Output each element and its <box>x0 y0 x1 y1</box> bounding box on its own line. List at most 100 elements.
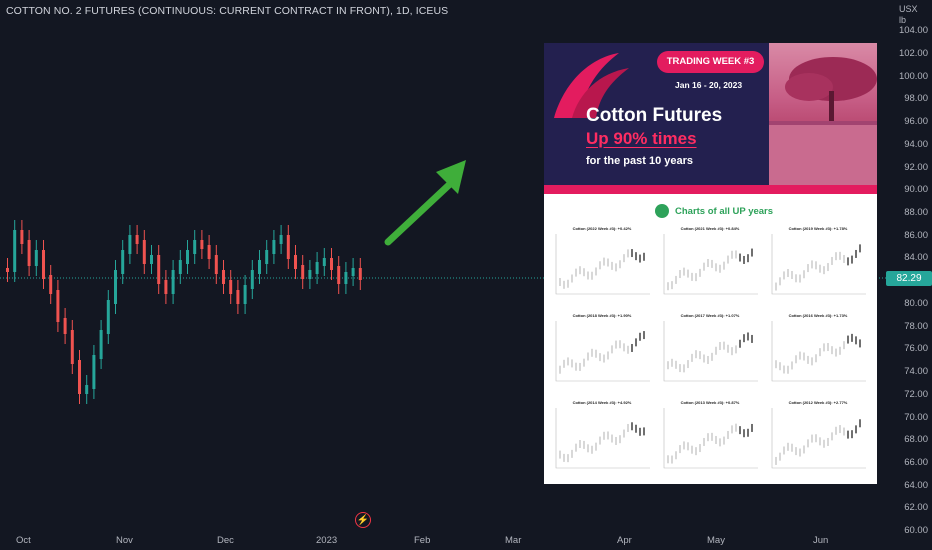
candle-body <box>272 240 276 254</box>
mini-chart-plot <box>771 234 866 295</box>
mini-chart-title: Cotton (2013 Week #3): +0.87% <box>680 400 740 405</box>
candle-body <box>207 245 211 259</box>
mini-chart: Cotton (2019 Week #3): +1.78% <box>766 226 870 306</box>
price-tick: 104.00 <box>898 25 928 37</box>
candle-body <box>337 266 341 284</box>
price-tick: 80.00 <box>904 297 928 309</box>
price-tick: 76.00 <box>904 343 928 355</box>
candle-body <box>142 240 146 264</box>
price-tick: 70.00 <box>904 411 928 423</box>
candle-body <box>358 268 362 280</box>
mini-chart-plot <box>555 234 650 295</box>
candle-body <box>164 280 168 294</box>
mini-chart-title: Cotton (2016 Week #3): +1.73% <box>788 313 848 318</box>
mini-chart-plot <box>771 408 866 469</box>
mini-chart-title: Cotton (2014 Week #3): +4.92% <box>572 400 632 405</box>
mini-chart-plot <box>663 408 758 469</box>
price-tick: 84.00 <box>904 252 928 264</box>
candle-body <box>351 268 355 276</box>
candle-body <box>308 270 312 279</box>
candle-body <box>330 258 333 270</box>
price-tick: 66.00 <box>904 456 928 468</box>
price-tick: 96.00 <box>904 116 928 128</box>
candle-body <box>27 240 31 266</box>
lightning-event-icon[interactable]: ⚡ <box>355 512 371 528</box>
candle-body <box>150 255 153 264</box>
mini-chart-plot <box>663 321 758 382</box>
mini-chart: Cotton (2021 Week #3): +0.84% <box>658 226 762 306</box>
candle-body <box>236 290 240 304</box>
time-tick: 2023 <box>316 535 338 546</box>
price-tick: 68.00 <box>904 434 928 446</box>
price-tick: 90.00 <box>904 184 928 196</box>
promo-header: TRADING WEEK #3 Jan 16 - 20, 2023 Cotton… <box>544 43 877 185</box>
candle-body <box>78 360 81 394</box>
candle-body <box>6 268 9 272</box>
week-dates: Jan 16 - 20, 2023 <box>675 80 743 90</box>
price-tick: 100.00 <box>898 70 928 82</box>
mini-chart: Cotton (2022 Week #3): +0.42% <box>550 226 654 306</box>
candle-body <box>322 258 326 266</box>
candle-body <box>315 262 319 274</box>
unit-measure: lb <box>899 15 907 25</box>
candle-body <box>128 235 132 254</box>
candle-body <box>20 230 24 244</box>
mini-chart-title: Cotton (2012 Week #3): +2.77% <box>788 400 848 405</box>
candle-body <box>99 330 103 359</box>
candle-body <box>344 272 348 284</box>
candle-body <box>56 290 60 322</box>
candle-body <box>193 240 197 254</box>
mini-chart: Cotton (2012 Week #3): +2.77% <box>766 400 870 480</box>
mini-chart-title: Cotton (2019 Week #3): +1.78% <box>788 226 848 231</box>
time-tick: May <box>707 535 725 546</box>
time-tick: Feb <box>414 535 431 546</box>
mini-chart: Cotton (2014 Week #3): +4.92% <box>550 400 654 480</box>
candle-body <box>222 270 225 284</box>
candle-body <box>301 265 305 279</box>
mini-chart: Cotton (2018 Week #3): +1.90% <box>550 313 654 393</box>
mini-chart: Cotton (2013 Week #3): +0.87% <box>658 400 762 480</box>
mini-chart-title: Cotton (2022 Week #3): +0.42% <box>572 226 632 231</box>
candle-body <box>250 270 254 289</box>
unit-currency: USX <box>899 4 918 14</box>
candle-body <box>121 250 125 274</box>
price-tick: 94.00 <box>904 138 928 150</box>
candle-body <box>279 235 283 244</box>
time-tick: Oct <box>16 535 31 546</box>
promo-highlight: Up 90% times <box>586 129 697 148</box>
unit-label: USX lb <box>899 4 918 26</box>
price-tick: 102.00 <box>898 48 928 59</box>
candle-body <box>171 270 175 294</box>
candle-body <box>135 235 139 244</box>
mini-chart: Cotton (2016 Week #3): +1.73% <box>766 313 870 393</box>
candle-body <box>49 275 53 294</box>
promo-panel: TRADING WEEK #3 Jan 16 - 20, 2023 Cotton… <box>544 43 877 484</box>
time-tick: Nov <box>116 535 133 546</box>
price-tick: 88.00 <box>904 207 928 219</box>
candle-body <box>42 250 45 279</box>
price-tick: 74.00 <box>904 366 928 378</box>
mini-chart-plot <box>555 408 650 469</box>
candle-body <box>63 318 67 334</box>
candle-body <box>157 255 161 284</box>
candle-body <box>258 260 261 274</box>
chart-title: COTTON NO. 2 FUTURES (CONTINUOUS: CURREN… <box>6 5 449 17</box>
brand-logo-icon <box>554 53 629 118</box>
price-tick: 62.00 <box>904 502 928 514</box>
candle-body <box>200 240 204 249</box>
mini-chart-plot <box>555 321 650 382</box>
mini-chart-plot <box>663 234 758 295</box>
mini-chart-title: Cotton (2021 Week #3): +0.84% <box>680 226 740 231</box>
time-tick: Dec <box>217 535 234 546</box>
time-tick: Jun <box>813 535 829 546</box>
candle-body <box>286 235 290 259</box>
promo-subline: for the past 10 years <box>586 155 693 167</box>
candle-body <box>70 330 74 364</box>
mini-chart-title: Cotton (2018 Week #3): +1.90% <box>572 313 632 318</box>
mini-chart-plot <box>771 321 866 382</box>
cotton-field-image <box>769 43 877 185</box>
candle-body <box>294 255 297 269</box>
time-tick: Apr <box>617 535 632 546</box>
